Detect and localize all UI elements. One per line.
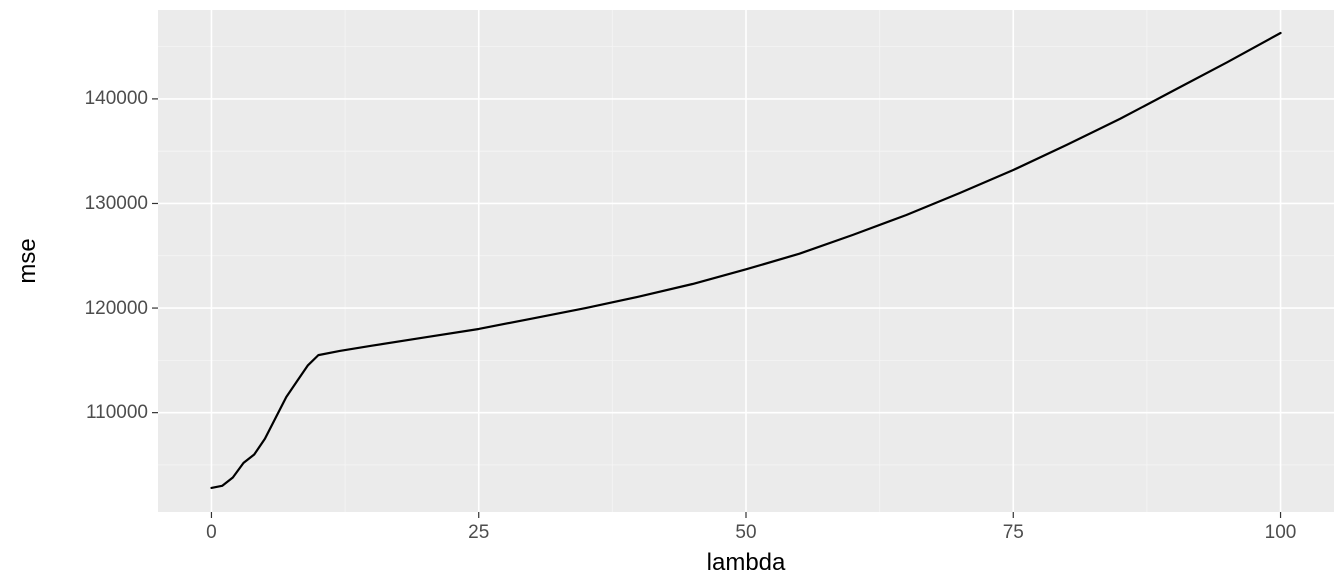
x-tick-label: 75 [983, 522, 1043, 544]
x-tick-label: 25 [449, 522, 509, 544]
y-tick-label: 120000 [85, 298, 148, 320]
chart-container: mse lambda 0 25 50 75 100 110000 120000 130000 1… [0, 0, 1344, 576]
x-tick-label: 0 [181, 522, 241, 544]
x-tick-label: 100 [1251, 522, 1311, 544]
y-tick-label: 140000 [85, 88, 148, 110]
x-axis-title: lambda [686, 549, 806, 577]
chart-svg [0, 0, 1344, 576]
y-axis-title: mse [14, 211, 42, 311]
x-tick-label: 50 [716, 522, 776, 544]
y-tick-label: 130000 [85, 193, 148, 215]
y-tick-label: 110000 [86, 402, 148, 424]
